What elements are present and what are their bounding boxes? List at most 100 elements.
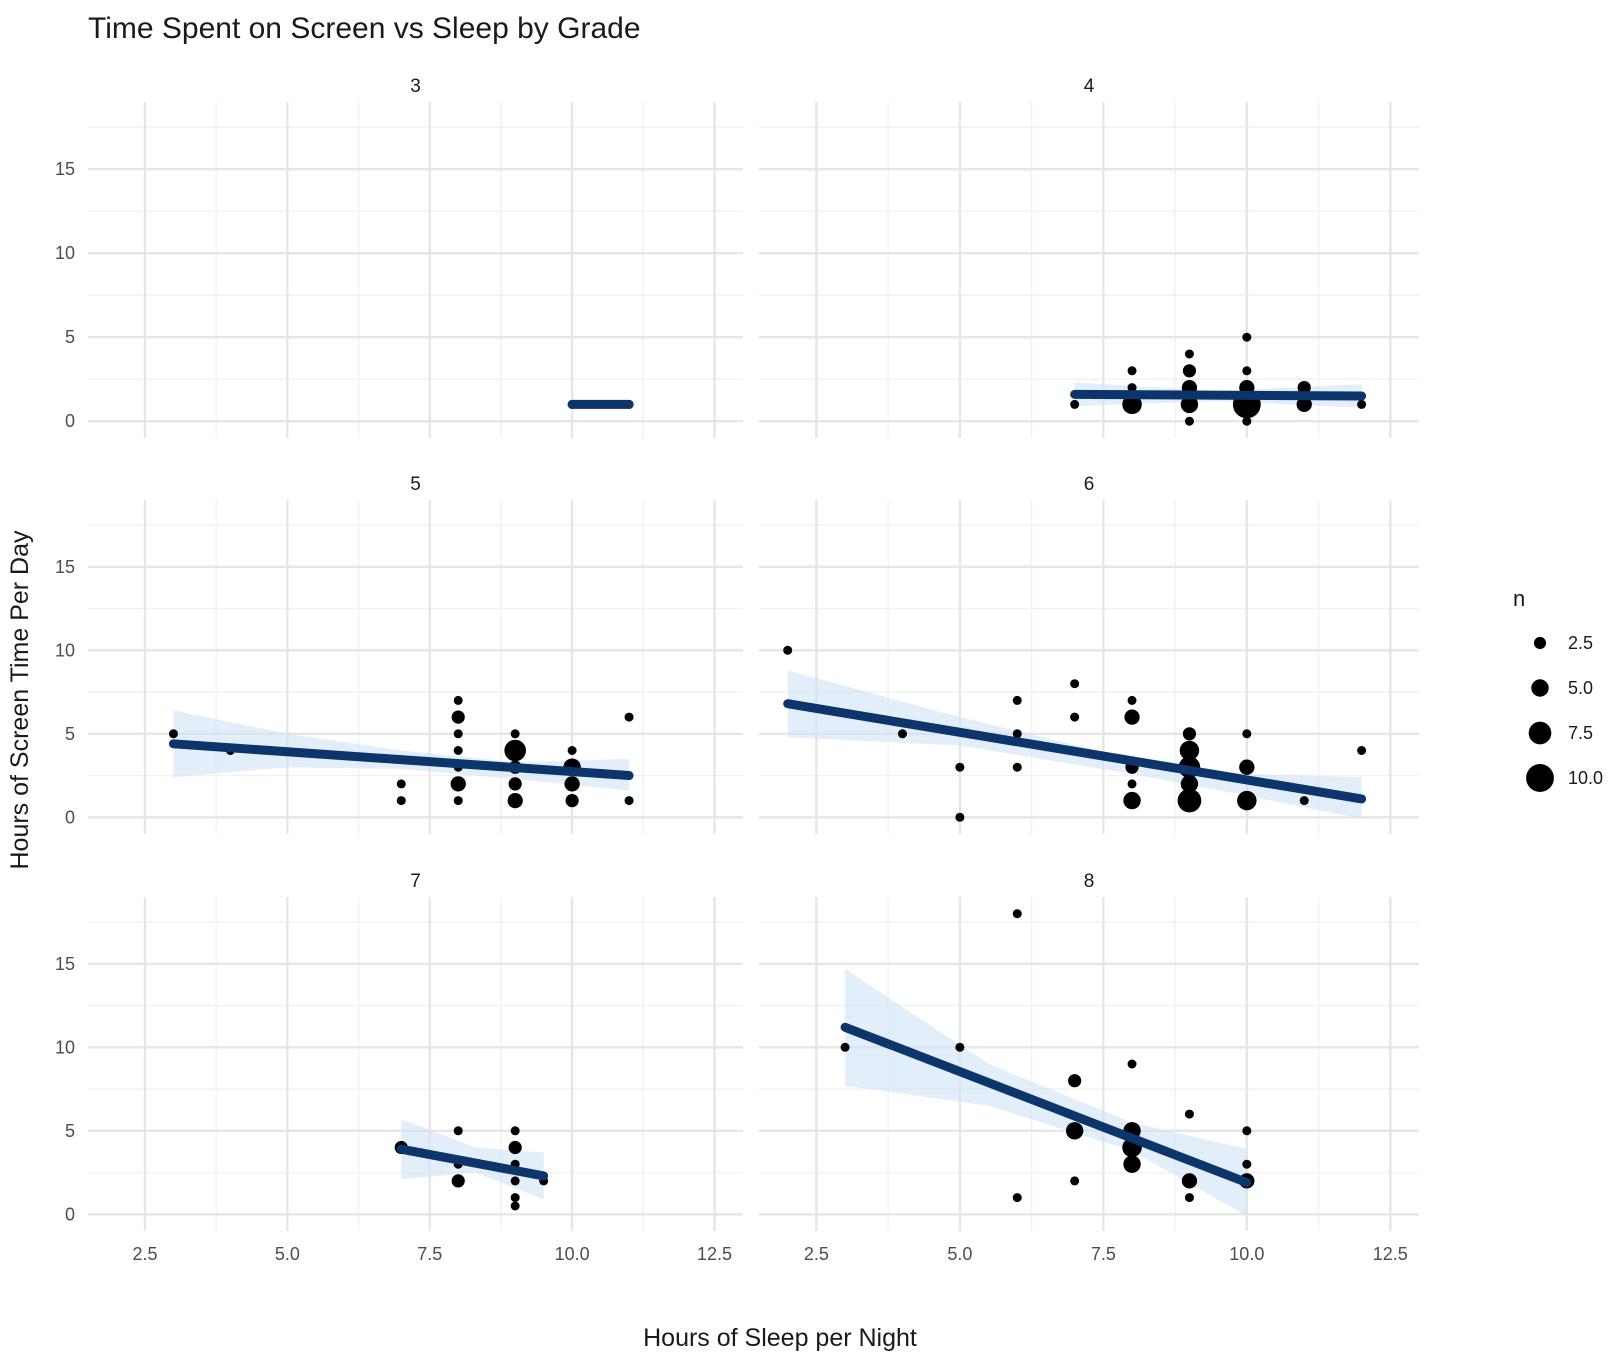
x-tick-label: 5.0 <box>275 1244 300 1264</box>
data-point <box>1182 364 1197 378</box>
data-point <box>1012 695 1022 705</box>
legend-label: 5.0 <box>1568 678 1593 698</box>
data-point <box>1127 695 1137 705</box>
data-point <box>1065 1122 1084 1140</box>
facet-strip-label: 8 <box>1084 871 1095 892</box>
data-point <box>567 746 577 755</box>
facet-panel-grade-8: 8 2.5 5.0 7.5 10.0 12.5 <box>759 871 1419 1264</box>
data-point <box>451 1174 465 1188</box>
facet-panels: 3 0 5 10 15 4 5 0 5 10 15 6 7 0 5 10 15 2.5 5.0 7.5 10.0 12.5… <box>55 76 1419 1264</box>
data-point <box>510 729 520 739</box>
data-point <box>1127 779 1137 789</box>
data-point <box>1012 729 1022 739</box>
data-point <box>1068 1074 1082 1088</box>
data-point <box>1177 788 1202 813</box>
data-point <box>955 812 965 822</box>
y-tick-label: 10 <box>55 640 75 660</box>
data-point <box>1296 396 1312 413</box>
trend-line <box>396 1144 549 1181</box>
data-point <box>1357 746 1367 755</box>
data-point <box>624 712 634 722</box>
facet-panel-grade-4: 4 <box>759 76 1419 438</box>
x-tick-label: 5.0 <box>947 1244 972 1264</box>
y-tick-label: 5 <box>65 1121 75 1141</box>
data-point <box>1180 395 1199 414</box>
legend-size-key <box>1526 764 1554 792</box>
data-point <box>1180 775 1199 793</box>
facet-strip-label: 7 <box>410 871 421 892</box>
data-point <box>453 796 463 806</box>
x-tick-label: 2.5 <box>132 1244 157 1264</box>
data-point <box>1070 1176 1080 1186</box>
data-point <box>1242 1159 1252 1169</box>
data-point <box>507 792 523 809</box>
x-tick-label: 7.5 <box>1091 1244 1116 1264</box>
data-point <box>1357 399 1367 409</box>
y-tick-label: 15 <box>55 159 75 179</box>
facet-panel-grade-7: 7 0 5 10 15 2.5 5.0 7.5 10.0 12.5 <box>55 871 743 1264</box>
data-point <box>1239 759 1255 775</box>
data-point <box>1124 709 1140 725</box>
legend-title: n <box>1513 586 1525 611</box>
data-point <box>1179 740 1200 761</box>
data-point <box>453 695 463 705</box>
data-point <box>1122 394 1142 415</box>
size-legend: n 2.5 5.0 7.5 10.0 <box>1513 586 1603 792</box>
data-point <box>168 729 178 739</box>
x-tick-label: 10.0 <box>555 1244 590 1264</box>
data-point <box>1184 349 1194 359</box>
data-point <box>840 1042 850 1052</box>
legend-label: 10.0 <box>1568 768 1603 788</box>
y-tick-label: 15 <box>55 557 75 577</box>
legend-label: 7.5 <box>1568 723 1593 743</box>
data-point <box>508 777 522 791</box>
y-tick-label: 0 <box>65 1204 75 1224</box>
data-point <box>1123 791 1141 810</box>
data-point <box>1242 1126 1252 1136</box>
data-point <box>1297 381 1311 395</box>
data-point <box>624 796 634 806</box>
data-point <box>1242 729 1252 739</box>
data-point <box>1182 727 1197 741</box>
x-tick-label: 12.5 <box>697 1244 732 1264</box>
facet-panel-grade-3: 3 0 5 10 15 <box>55 76 743 438</box>
data-point <box>510 1201 520 1211</box>
data-point <box>396 779 406 789</box>
data-point <box>1127 1059 1137 1069</box>
data-point <box>1237 790 1257 811</box>
legend-size-key <box>1533 636 1547 650</box>
data-point <box>565 794 579 808</box>
data-point <box>510 1126 520 1136</box>
legend-size-key <box>1531 679 1549 697</box>
y-tick-label: 15 <box>55 954 75 974</box>
facet-strip-label: 6 <box>1084 474 1095 495</box>
data-point <box>453 729 463 739</box>
data-point <box>1127 383 1137 393</box>
y-tick-label: 0 <box>65 807 75 827</box>
data-point <box>1242 416 1252 426</box>
data-point <box>783 645 793 655</box>
data-point <box>1070 679 1080 689</box>
data-point <box>1242 332 1252 342</box>
data-point <box>510 1176 520 1186</box>
facet-panel-grade-6: 6 <box>759 474 1419 834</box>
facet-strip-label: 3 <box>410 76 421 97</box>
data-point <box>1184 1109 1194 1119</box>
x-tick-label: 10.0 <box>1229 1244 1264 1264</box>
trend-line <box>783 699 1367 804</box>
data-point <box>1070 712 1080 722</box>
data-point <box>1123 1155 1141 1173</box>
trend-line <box>1070 389 1367 401</box>
data-point <box>453 1126 463 1136</box>
y-axis-title: Hours of Screen Time Per Day <box>6 530 34 870</box>
data-point <box>510 1193 520 1203</box>
data-point <box>1184 416 1194 426</box>
x-tick-label: 2.5 <box>804 1244 829 1264</box>
x-tick-label: 12.5 <box>1373 1244 1408 1264</box>
y-tick-label: 5 <box>65 724 75 744</box>
data-point <box>453 746 463 755</box>
facet-panel-grade-5: 5 0 5 10 15 <box>55 474 743 834</box>
y-tick-label: 10 <box>55 243 75 263</box>
data-point <box>1012 909 1022 919</box>
